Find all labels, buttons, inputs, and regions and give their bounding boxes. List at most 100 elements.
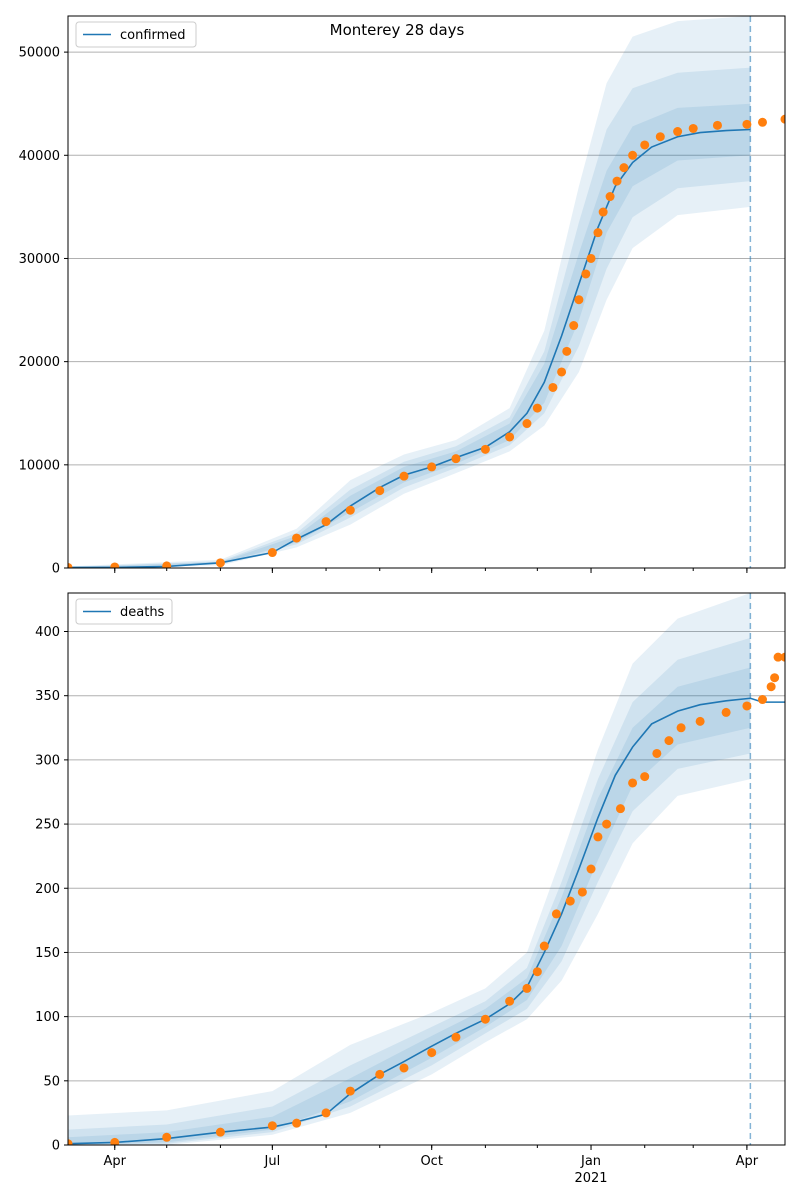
y-tick-label: 350 [35,689,60,704]
observed-point [619,163,629,173]
y-tick-label: 50 [43,1074,60,1089]
observed-point [612,176,622,186]
observed-point [292,533,302,543]
observed-point [548,382,558,392]
x-tick-label: Jul [264,1154,281,1169]
observed-point [292,1118,302,1128]
observed-point [742,701,752,711]
observed-point [628,150,638,160]
observed-point [605,192,615,202]
uncertainty-band [68,667,751,1145]
observed-point [451,454,461,464]
legend-label: confirmed [120,28,186,43]
observed-point [676,723,686,733]
series-line-deaths [68,697,785,1145]
y-tick-label: 400 [35,625,60,640]
observed-point [655,132,665,142]
y-tick-label: 20000 [19,355,60,370]
observed-point [505,432,515,442]
observed-point [695,716,705,726]
observed-point [565,896,575,906]
y-tick-label: 10000 [19,458,60,473]
observed-point [532,403,542,413]
observed-point [375,486,385,496]
observed-point [215,558,225,568]
observed-point [522,419,532,429]
panel-top: 0 10000 20000 30000 40000 50000 confirmed [19,15,786,577]
observed-point [569,321,579,331]
observed-point [593,832,603,842]
observed-point [673,127,683,137]
observed-point [652,748,662,758]
observed-point [505,996,515,1006]
observed-point [615,804,625,814]
observed-point [586,253,596,263]
observed-point [770,673,780,683]
observed-point [773,652,783,662]
chart-title: Monterey 28 days [329,21,465,39]
observed-point [640,140,650,150]
observed-point [640,772,650,782]
plot-area [68,16,785,568]
observed-point [68,1139,73,1145]
observed-point [267,548,277,558]
observed-point [688,123,698,133]
observed-point [562,346,572,356]
series-line-confirmed [68,128,751,568]
uncertainty-band [68,67,751,568]
observed-point [427,1048,437,1058]
observed-point [532,967,542,977]
legend-label: deaths [120,605,165,620]
observed-point [598,207,608,217]
uncertainty-band [68,103,751,568]
observed-point [577,887,587,897]
observed-point [780,114,785,124]
uncertainty-band [68,593,751,1145]
legend-box [75,21,197,48]
observed-point [602,819,612,829]
y-tick-label: 0 [52,562,60,577]
observed-point [451,1032,461,1042]
observed-point [321,1108,331,1118]
plot-area [68,593,785,1145]
observed-point [742,119,752,129]
uncertainty-band [68,16,751,568]
observed-point [539,941,549,951]
y-tick-label: 0 [52,1139,60,1154]
observed-point [162,561,172,568]
observed-point [267,1121,277,1131]
legend-box [75,598,173,625]
observed-point [780,652,785,662]
observed-point [162,1132,172,1142]
x-tick-label: Apr [104,1154,127,1169]
observed-point [766,682,776,692]
x-tick-label: Apr [736,1154,759,1169]
y-tick-label: 40000 [19,149,60,164]
observed-point [712,120,722,130]
observed-point [551,909,561,919]
y-tick-label: 100 [35,1010,60,1025]
y-tick-label: 200 [35,882,60,897]
observed-point [110,1137,120,1145]
observed-point [757,695,767,705]
observed-point [375,1069,385,1079]
y-tick-label: 30000 [19,252,60,267]
observed-point [757,117,767,127]
observed-point [574,295,584,305]
observed-point [581,269,591,279]
x-year-label: 2021 [574,1171,607,1186]
observed-point [321,517,331,527]
observed-point [399,1063,409,1073]
observed-point [427,462,437,472]
panel-bottom: 0 50 100 150 200 250 300 350 400 Apr Jul Oct Jan 2021… [35,592,786,1186]
observed-point [664,736,674,746]
axes-frame [67,592,786,1146]
observed-point [110,562,120,568]
observed-point [593,228,603,238]
y-tick-label: 50000 [19,46,60,61]
observed-point [215,1127,225,1137]
observed-point [721,707,731,717]
x-tick-label: Oct [420,1154,442,1169]
